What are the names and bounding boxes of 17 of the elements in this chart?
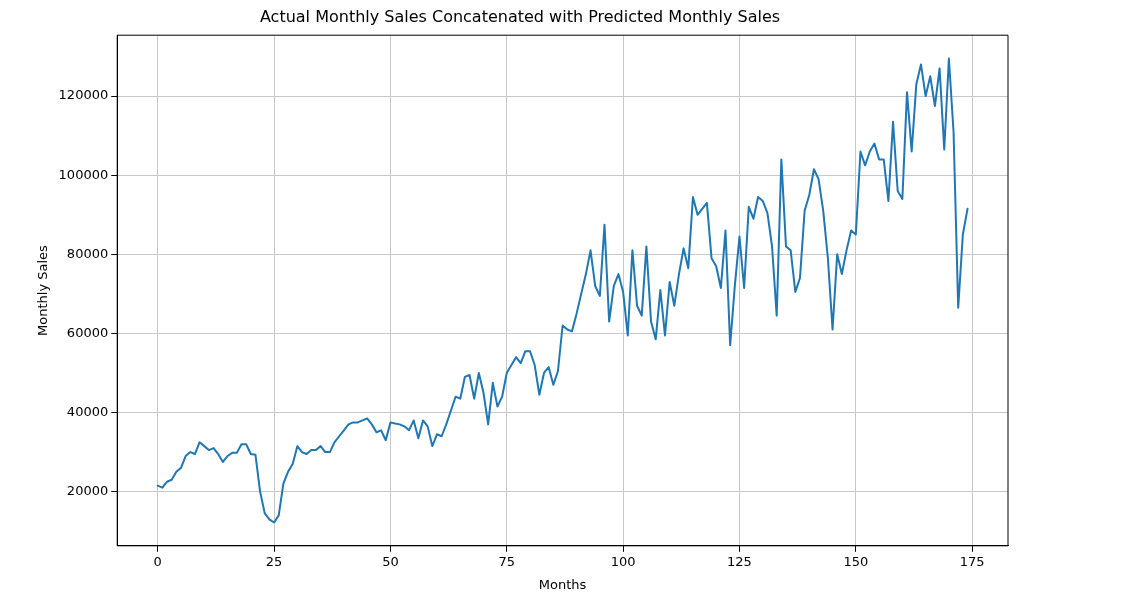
x-tick-label: 50: [382, 553, 399, 569]
x-tick-label: 25: [265, 553, 283, 569]
y-tick-label: 80000: [66, 245, 109, 261]
x-tick-label: 150: [843, 553, 869, 569]
x-tick-label: 125: [727, 553, 752, 569]
y-tick-label: 60000: [66, 324, 109, 340]
x-tick-label: 0: [153, 553, 162, 569]
x-axis-title: Months: [538, 576, 587, 592]
chart-title: Actual Monthly Sales Concatenated with Predicted Monthly Sales: [259, 6, 781, 26]
y-tick-label: 100000: [58, 166, 109, 182]
y-tick-label: 40000: [66, 403, 109, 419]
x-tick-label: 100: [610, 553, 636, 569]
y-axis-title: Monthly Sales: [35, 244, 51, 336]
y-tick-label: 20000: [66, 482, 109, 498]
x-tick-label: 175: [959, 553, 985, 569]
x-tick-label: 75: [498, 553, 516, 569]
y-tick-label: 120000: [58, 87, 109, 103]
